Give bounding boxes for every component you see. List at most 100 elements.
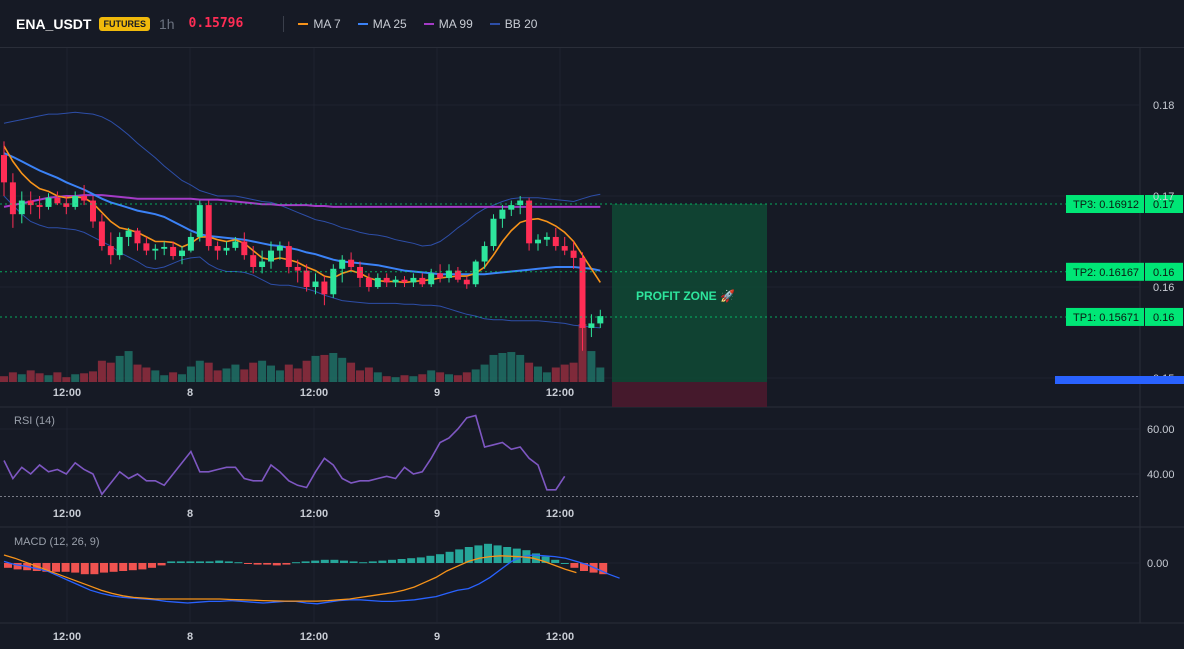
volume-bar — [338, 357, 347, 382]
candle-body — [143, 243, 150, 251]
volume-bar — [267, 365, 275, 382]
macd-histogram-bar — [484, 543, 492, 563]
volume-bar — [97, 360, 106, 382]
ma7-line — [3, 145, 601, 284]
rsi-title: RSI (14) — [14, 415, 55, 427]
timeframe-label[interactable]: 1h — [158, 15, 175, 32]
volume-bar — [133, 364, 142, 382]
candle-body — [419, 277, 426, 285]
volume-bar — [26, 370, 35, 382]
macd-histogram-bar — [157, 563, 166, 566]
volume-bar — [240, 369, 249, 382]
volume-bar — [249, 362, 258, 382]
candle-body — [170, 246, 177, 257]
volume-bar — [551, 367, 560, 382]
price-axis-tick: 0.18 — [1153, 100, 1174, 112]
volume-bar — [320, 354, 329, 382]
tp-axis-box — [1145, 262, 1183, 281]
candle-body — [374, 277, 381, 287]
macd-histogram-bar — [176, 561, 185, 563]
ma25-line — [3, 152, 601, 276]
header-divider — [283, 15, 285, 32]
candle-body — [232, 241, 239, 248]
ma99-line — [3, 194, 601, 208]
legend-bb20-swatch — [489, 22, 500, 25]
futures-badge: FUTURES — [99, 16, 150, 31]
rsi-axis-tick: 40.00 — [1147, 469, 1175, 481]
macd-histogram-bar — [234, 562, 243, 564]
symbol-label[interactable]: ENA_USDT — [16, 15, 92, 32]
macd-histogram-bar — [368, 561, 377, 563]
signal-line — [3, 554, 577, 602]
time-axis-label: 12:00 — [546, 631, 574, 643]
volume-bar — [169, 372, 178, 382]
volume-bar — [89, 371, 97, 382]
volume-bar — [195, 360, 204, 382]
volume-bar — [382, 376, 391, 382]
legend-ma7[interactable]: MA 7 — [298, 17, 341, 31]
volume-bar — [258, 360, 267, 382]
legend-bb20[interactable]: BB 20 — [489, 16, 538, 31]
legend-ma99-swatch — [423, 22, 434, 25]
macd-histogram-bar — [215, 560, 224, 563]
volume-bar — [0, 376, 8, 382]
candle-body — [81, 196, 88, 201]
macd-histogram-bar — [4, 563, 12, 568]
macd-histogram-bar — [311, 560, 320, 563]
candle-body — [161, 246, 168, 249]
volume-bar — [302, 360, 311, 382]
tp-axis-label: 0.17 — [1153, 199, 1174, 211]
tp-axis-label: 0.16 — [1153, 267, 1174, 279]
candle-body — [259, 261, 266, 267]
candle-body — [276, 246, 283, 251]
volume-bar — [373, 372, 382, 382]
volume-bar — [142, 367, 151, 382]
candle-body — [187, 236, 194, 251]
macd-histogram-bar — [503, 547, 512, 563]
macd-histogram-bar — [464, 547, 473, 563]
volume-bar — [578, 324, 587, 382]
legend-ma99-label: MA 99 — [438, 16, 473, 31]
macd-histogram-bar — [407, 558, 416, 563]
macd-axis-tick: 0.00 — [1147, 558, 1168, 570]
candle-body — [98, 221, 105, 247]
candle-body — [383, 277, 390, 283]
volume-bar — [204, 362, 213, 382]
tp-axis-box — [1145, 307, 1183, 326]
volume-bar — [427, 370, 436, 382]
macd-histogram-bar — [109, 563, 118, 572]
legend-ma25-label: MA 25 — [372, 16, 407, 31]
legend-ma25[interactable]: MA 25 — [357, 16, 407, 31]
candle-body — [552, 236, 559, 247]
macd-histogram-bar — [263, 563, 272, 565]
legend-ma25-swatch — [357, 22, 368, 25]
macd-histogram-bar — [253, 563, 262, 565]
time-axis-label: 8 — [187, 631, 193, 643]
volume-bar — [160, 375, 169, 382]
tp-label: TP3: 0.16912 — [1073, 199, 1139, 211]
volume-bar — [293, 368, 302, 382]
time-axis-label: 12:00 — [300, 631, 328, 643]
legend-bb20-label: BB 20 — [504, 16, 538, 31]
volume-bar — [560, 364, 569, 382]
candle-body — [392, 279, 399, 283]
volume-bar — [347, 362, 356, 382]
macd-histogram-bar — [349, 561, 358, 563]
time-axis-label: 9 — [434, 508, 440, 520]
macd-histogram-bar — [224, 561, 233, 563]
macd-histogram-bar — [205, 561, 214, 563]
candle-body — [196, 205, 203, 237]
candle-body — [214, 246, 221, 251]
candle-body — [72, 196, 79, 207]
macd-histogram-bar — [52, 563, 60, 572]
candle-body — [54, 197, 61, 204]
candle-body — [294, 266, 301, 271]
macd-histogram-bar — [42, 563, 51, 572]
candle-body — [45, 197, 52, 207]
rsi-axis-tick: 60.00 — [1147, 424, 1175, 436]
macd-histogram-bar — [474, 545, 483, 563]
candle-body — [152, 248, 159, 251]
legend-ma99[interactable]: MA 99 — [423, 16, 473, 31]
tp-label: TP2: 0.16167 — [1073, 267, 1139, 279]
